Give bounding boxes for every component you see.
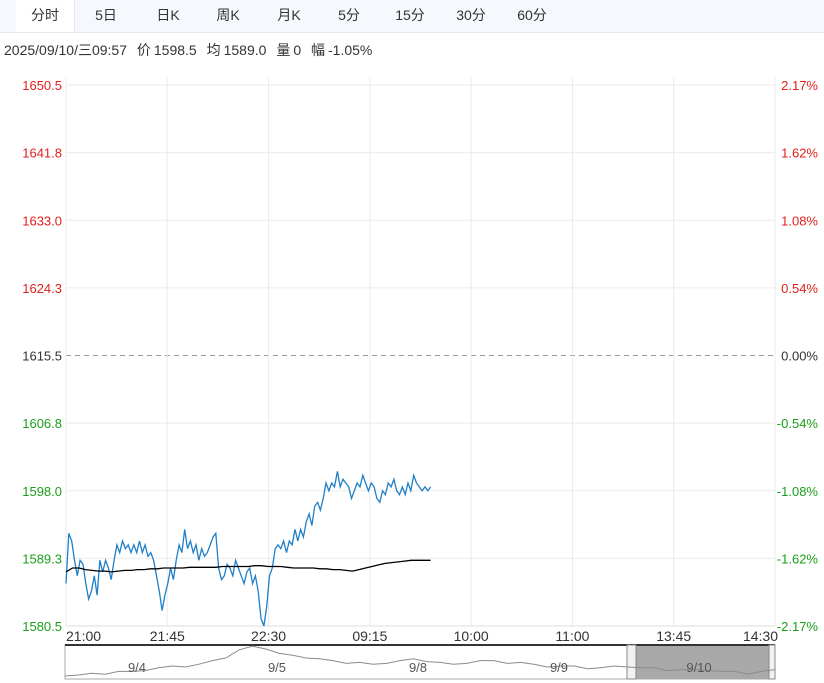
- tab-5min[interactable]: 5分: [338, 7, 360, 23]
- y-tick-label: 1633.0: [22, 213, 62, 228]
- pct-tick-label: -1.08%: [777, 484, 819, 499]
- y-tick-label: 1606.8: [22, 416, 62, 431]
- navigator-right-handle: [768, 644, 776, 680]
- pct-tick-label: -0.54%: [777, 416, 819, 431]
- y-tick-label: 1624.3: [22, 281, 62, 296]
- navigator-left-handle: [626, 644, 637, 680]
- tab-daily-k[interactable]: 日K: [156, 7, 180, 23]
- price-value: 1598.5: [153, 42, 197, 58]
- x-tick-label: 09:15: [352, 628, 387, 644]
- navigator-day-label: 9/10: [686, 660, 711, 675]
- pct-tick-label: 1.08%: [781, 213, 818, 228]
- avg-value: 1589.0: [223, 42, 267, 58]
- navigator-sparkline: [64, 645, 776, 677]
- x-tick-label: 14:30: [743, 628, 778, 644]
- tab-30min[interactable]: 30分: [456, 7, 486, 23]
- average-line: [65, 559, 431, 573]
- pct-tick-label: 1.62%: [781, 146, 818, 161]
- y-tick-label: 1580.5: [22, 619, 62, 634]
- y-tick-label: 1589.3: [22, 551, 62, 566]
- tab-15min[interactable]: 15分: [395, 7, 425, 23]
- tab-60min[interactable]: 60分: [517, 7, 547, 23]
- navigator-day-label: 9/8: [409, 660, 427, 675]
- navigator-day-label: 9/4: [128, 660, 146, 675]
- y-tick-label: 1641.8: [22, 146, 62, 161]
- y-tick-label: 1615.5: [22, 349, 62, 364]
- tab-weekly-k[interactable]: 周K: [216, 7, 240, 23]
- x-tick-label: 21:45: [150, 628, 185, 644]
- y-tick-label: 1650.5: [22, 78, 62, 93]
- pct-tick-label: 0.00%: [781, 349, 818, 364]
- pct-tick-label: 0.54%: [781, 281, 818, 296]
- tab-intraday[interactable]: 分时: [16, 0, 75, 32]
- tab-monthly-k[interactable]: 月K: [277, 7, 301, 23]
- x-tick-label: 10:00: [454, 628, 489, 644]
- volume-label: 量: [276, 42, 291, 58]
- tab-5day[interactable]: 5日: [95, 7, 117, 23]
- pct-tick-label: -2.17%: [777, 619, 819, 634]
- x-tick-label: 21:00: [66, 628, 101, 644]
- price-line: [65, 471, 432, 627]
- pct-tick-label: 2.17%: [781, 78, 818, 93]
- price-label: 价: [136, 42, 151, 58]
- avg-label: 均: [206, 42, 221, 58]
- x-tick-label: 22:30: [251, 628, 286, 644]
- volume-value: 0: [293, 42, 302, 58]
- change-value: -1.05%: [328, 42, 373, 58]
- x-tick-label: 13:45: [656, 628, 691, 644]
- y-tick-label: 1598.0: [22, 484, 62, 499]
- change-label: 幅: [311, 42, 326, 58]
- x-tick-label: 11:00: [555, 628, 589, 644]
- navigator-day-label: 9/5: [268, 660, 286, 675]
- navigator-day-label: 9/9: [550, 660, 568, 675]
- pct-tick-label: -1.62%: [777, 551, 819, 566]
- quote-datetime: 2025/09/10/三09:57: [4, 42, 127, 58]
- period-tabs: 分时 5日 日K 周K 月K 5分 15分 30分 60分: [0, 0, 824, 33]
